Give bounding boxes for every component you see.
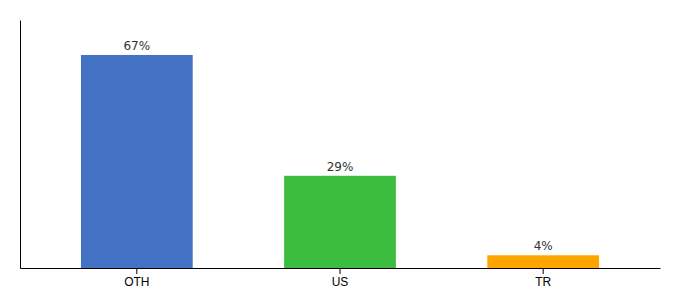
chart: OTH US TR 67% 29% 4% [0, 0, 680, 300]
bar [487, 255, 599, 268]
x-tick-mark [543, 268, 544, 274]
x-tick: OTH [124, 268, 149, 289]
x-tick: TR [535, 268, 551, 289]
x-tick-mark [340, 268, 341, 274]
y-axis [20, 21, 21, 269]
bar [81, 55, 193, 268]
x-tick: US [332, 268, 349, 289]
x-axis: OTH US TR [21, 268, 661, 289]
x-tick-label: OTH [124, 275, 149, 289]
data-labels: 67% 29% 4% [123, 39, 552, 253]
x-tick-label: US [332, 275, 349, 289]
data-label: 67% [123, 39, 150, 53]
x-tick-label: TR [535, 275, 551, 289]
y-axis-line [20, 21, 21, 269]
data-label: 4% [534, 239, 553, 253]
x-tick-mark [136, 268, 137, 274]
bar [284, 176, 396, 268]
plot: OTH US TR 67% 29% 4% [21, 21, 661, 289]
data-label: 29% [327, 160, 354, 174]
bars [81, 55, 599, 268]
